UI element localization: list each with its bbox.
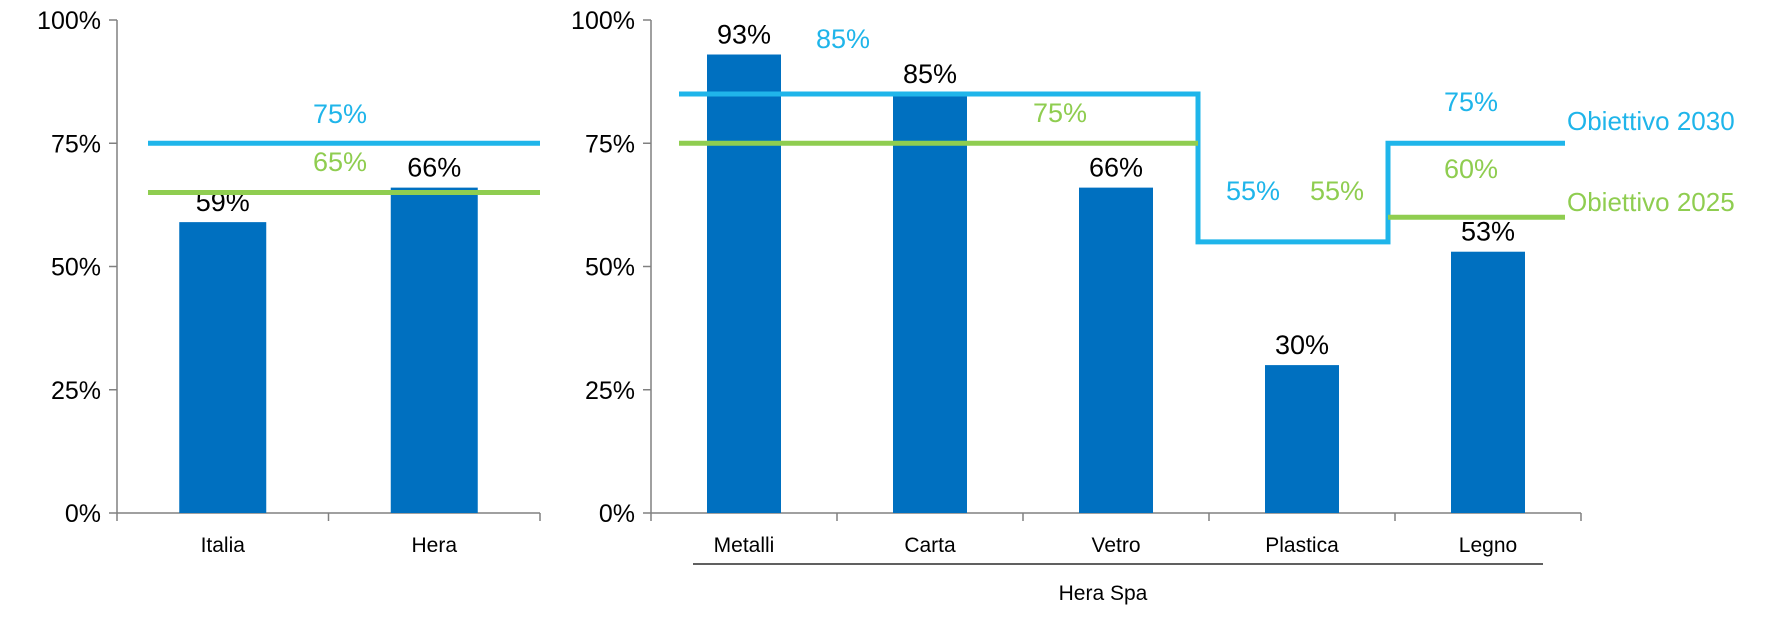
data-label: 30% — [1275, 330, 1329, 360]
target-2025-label: 65% — [313, 147, 367, 177]
y-tick-label: 25% — [51, 377, 101, 405]
data-label: 85% — [903, 59, 957, 89]
series-label-2025: Obiettivo 2025 — [1567, 187, 1735, 217]
y-tick-label: 50% — [51, 254, 101, 282]
x-tick-label: Vetro — [1091, 534, 1140, 557]
x-tick-label: Carta — [904, 534, 956, 557]
target-2030-label: 75% — [1444, 87, 1498, 117]
x-tick-label: Legno — [1459, 534, 1517, 557]
bar-italia — [179, 222, 267, 513]
bar-carta — [893, 93, 967, 513]
target-2030-label: 85% — [816, 24, 870, 54]
x-tick-label: Plastica — [1265, 534, 1339, 557]
y-tick-label: 75% — [51, 130, 101, 158]
y-tick-label: 0% — [65, 500, 101, 528]
bar-hera — [390, 187, 478, 513]
y-tick-label: 50% — [585, 254, 635, 282]
bar-metalli — [707, 54, 781, 513]
target-2025-label: 75% — [1033, 98, 1087, 128]
target-2030-line — [679, 91, 1565, 245]
x-tick-label: Italia — [201, 534, 246, 557]
y-tick-label: 0% — [599, 500, 635, 528]
data-label: 66% — [1089, 153, 1143, 183]
target-2025-label: 60% — [1444, 154, 1498, 184]
y-tick-label: 75% — [585, 130, 635, 158]
target-2030-label: 75% — [313, 99, 367, 129]
target-2030-label: 55% — [1226, 176, 1280, 206]
data-label: 93% — [717, 20, 771, 50]
x-tick-label: Metalli — [714, 534, 775, 557]
y-tick-label: 25% — [585, 377, 635, 405]
x-tick-label: Hera — [411, 534, 457, 557]
series-label-2030: Obiettivo 2030 — [1567, 106, 1735, 136]
data-label: 66% — [407, 153, 461, 183]
y-tick-label: 100% — [37, 7, 101, 35]
y-tick-label: 100% — [571, 7, 635, 35]
group-label: Hera Spa — [1059, 582, 1148, 605]
data-label: 53% — [1461, 217, 1515, 247]
bar-vetro — [1079, 187, 1153, 513]
target-2025-label: 55% — [1310, 176, 1364, 206]
bar-legno — [1451, 251, 1525, 513]
bar-plastica — [1265, 365, 1339, 513]
